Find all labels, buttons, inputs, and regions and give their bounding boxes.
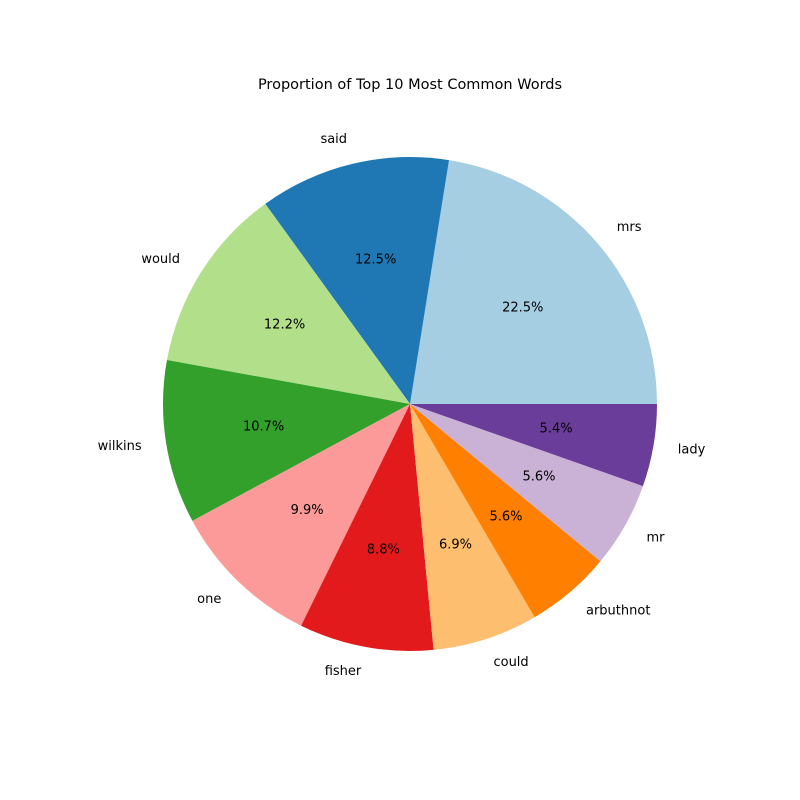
category-label-said: said bbox=[320, 132, 347, 147]
pie-slice-lady bbox=[410, 404, 657, 487]
pct-label-mrs: 22.5% bbox=[502, 300, 543, 315]
pie-slice-said bbox=[265, 156, 449, 404]
category-label-mr: mr bbox=[646, 530, 665, 545]
pct-label-wilkins: 10.7% bbox=[243, 420, 284, 435]
pct-label-would: 12.2% bbox=[264, 318, 305, 333]
pct-label-said: 12.5% bbox=[355, 252, 396, 267]
pie-slice-mrs bbox=[410, 160, 657, 404]
category-label-could: could bbox=[493, 655, 528, 670]
chart-title: Proportion of Top 10 Most Common Words bbox=[258, 77, 562, 93]
pct-label-arbuthnot: 5.6% bbox=[489, 509, 522, 524]
category-label-lady: lady bbox=[678, 442, 706, 457]
pie-slice-fisher bbox=[301, 404, 434, 652]
pie-slice-mr bbox=[410, 404, 643, 562]
pie-slice-wilkins bbox=[163, 360, 410, 521]
percentage-labels: 22.5% 12.5% 12.2% 10.7% 9.9% 8.8% 6.9% 5.6% 5.6%… bbox=[243, 252, 573, 557]
pie-slice-arbuthnot bbox=[410, 404, 601, 618]
category-label-arbuthnot: arbuthnot bbox=[586, 604, 650, 619]
category-label-would: would bbox=[141, 252, 180, 267]
pct-label-mr: 5.6% bbox=[522, 469, 555, 484]
pie-slice-one bbox=[192, 404, 410, 626]
category-label-mrs: mrs bbox=[617, 220, 642, 235]
pct-label-fisher: 8.8% bbox=[367, 542, 400, 557]
pct-label-could: 6.9% bbox=[439, 538, 472, 553]
category-labels: mrs said would wilkins one fisher could arbuthn… bbox=[98, 132, 706, 679]
pct-label-one: 9.9% bbox=[291, 503, 324, 518]
category-label-one: one bbox=[197, 592, 221, 607]
category-label-wilkins: wilkins bbox=[98, 439, 142, 454]
pie-slice-would bbox=[166, 203, 410, 404]
pct-label-lady: 5.4% bbox=[540, 421, 573, 436]
category-label-fisher: fisher bbox=[325, 664, 362, 679]
pie-slice-could bbox=[410, 404, 535, 650]
pie-slices bbox=[163, 156, 657, 652]
